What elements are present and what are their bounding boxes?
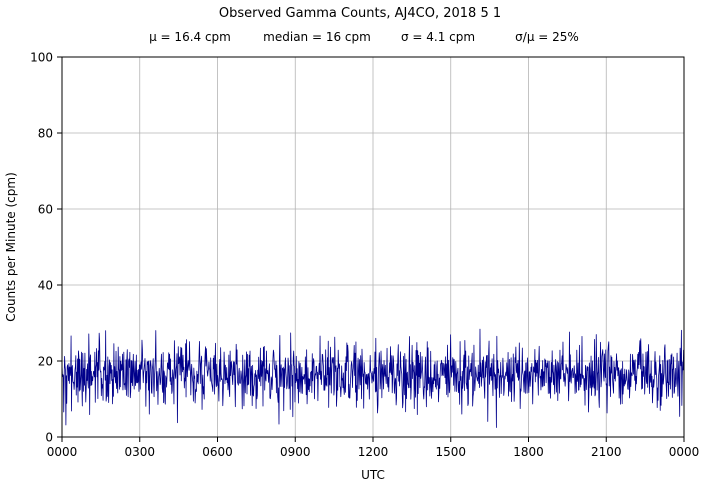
x-tick-label: 0600	[202, 445, 233, 459]
x-tick-label: 2100	[591, 445, 622, 459]
y-axis-label: Counts per Minute (cpm)	[4, 172, 18, 322]
x-tick-label: 0900	[280, 445, 311, 459]
x-tick-label: 1800	[513, 445, 544, 459]
y-tick-label: 60	[38, 203, 53, 217]
stat-median: median = 16 cpm	[263, 30, 371, 44]
y-tick-label: 0	[45, 431, 53, 445]
plot-border	[61, 56, 685, 438]
x-tick-label: 1200	[358, 445, 389, 459]
x-tick-label: 0000	[47, 445, 78, 459]
plot-area: 0 20 40 60 80 100 0000 0300 0600 0900 1200 1500 1800…	[30, 51, 699, 460]
y-tick-label: 20	[38, 355, 53, 369]
y-tick-label: 80	[38, 127, 53, 141]
stat-sigma: σ = 4.1 cpm	[401, 30, 475, 44]
x-tick-label: 0000	[669, 445, 700, 459]
x-tick-label: 1500	[435, 445, 466, 459]
stat-sigma-over-mean: σ/μ = 25%	[515, 30, 579, 44]
chart-title: Observed Gamma Counts, AJ4CO, 2018 5 1	[219, 6, 501, 21]
y-tick-label: 100	[30, 51, 53, 65]
x-axis-label: UTC	[361, 468, 385, 482]
x-tick-label: 0300	[124, 445, 155, 459]
y-tick-label: 40	[38, 279, 53, 293]
gamma-counts-series	[61, 328, 685, 428]
stat-mean: μ = 16.4 cpm	[149, 30, 231, 44]
